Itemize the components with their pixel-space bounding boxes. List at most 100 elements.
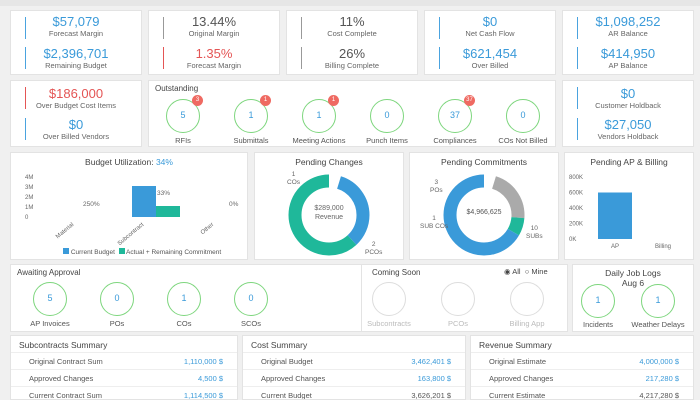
revenue-row-value-1[interactable]: 217,280 $ <box>645 374 679 383</box>
cost-row-value-0[interactable]: 3,462,401 $ <box>411 357 451 366</box>
outstanding-ring-3[interactable]: 0 <box>370 99 404 133</box>
coming-ring-1 <box>441 282 475 316</box>
changes-slice-0 <box>288 174 370 256</box>
over-billed-vendors-label: Over Billed Vendors <box>42 132 110 141</box>
net-cash-flow-label: Net Cash Flow <box>465 29 515 38</box>
log-ring-1[interactable]: 1 <box>641 284 675 318</box>
commit-pos-count: 3 <box>434 179 439 186</box>
subcontracts-row-label-1: Approved Changes <box>29 374 94 383</box>
cost-row-2: Current Budget 3,626,201 $ <box>243 386 465 400</box>
log-ring-0[interactable]: 1 <box>581 284 615 318</box>
daily-logs-panel: Daily Job Logs Aug 6 1 Incidents 1 Weather … <box>572 264 694 332</box>
net-cash-flow-value[interactable]: $0 <box>482 14 498 29</box>
commit-subs-label: SUBs <box>526 233 543 240</box>
revenue-title: Revenue Summary <box>479 340 552 350</box>
awaiting-label-2: COs <box>176 319 192 328</box>
outstanding-label-5: COs Not Billed <box>498 136 548 145</box>
revenue-row-label-2: Current Estimate <box>489 391 546 400</box>
cost-summary-panel: Cost Summary Original Budget 3,462,401 $ A… <box>242 335 466 400</box>
commit-subcos-count: 1 <box>432 215 436 222</box>
outstanding-badge-0: 3 <box>192 95 203 106</box>
outstanding-label-4: Compliances <box>433 136 477 145</box>
cost-row-1: Approved Changes 163,800 $ <box>243 369 465 387</box>
outstanding-ring-0[interactable]: 5 <box>166 99 200 133</box>
budget-x-tick-2: Other <box>200 222 215 236</box>
ap-y-tick-3: 200K <box>569 222 583 228</box>
awaiting-label-1: POs <box>109 319 125 328</box>
remaining-budget-value[interactable]: $2,396,701 <box>43 46 109 61</box>
budget-other-pct: 0% <box>229 201 239 208</box>
billing-complete-label: Billing Complete <box>324 61 380 70</box>
outstanding-ring-5[interactable]: 0 <box>506 99 540 133</box>
forecast-margin-value[interactable]: $57,079 <box>52 14 100 29</box>
forecast-margin-pct-value: 1.35% <box>195 46 233 61</box>
budget-left-pct: 250% <box>83 201 100 208</box>
subcontracts-row-value-1[interactable]: 4,500 $ <box>197 374 223 383</box>
revenue-row-label-0: Original Estimate <box>489 357 547 366</box>
pending-ap-chart: 800K 600K 400K 200K 0K AP Billing <box>569 175 671 250</box>
over-budget-value[interactable]: $186,000 <box>48 86 104 101</box>
changes-cos-count: 1 <box>291 171 296 178</box>
outstanding-label-2: Meeting Actions <box>292 136 346 145</box>
over-billed-label: Over Billed <box>471 61 509 70</box>
cost-row-value-1[interactable]: 163,800 $ <box>417 374 451 383</box>
radio-mine[interactable]: ○ Mine <box>524 267 548 276</box>
outstanding-ring-2[interactable]: 1 <box>302 99 336 133</box>
ap-balance-value[interactable]: $414,950 <box>600 46 656 61</box>
balance-panel: $1,098,252 AR Balance $414,950 AP Balance <box>562 10 694 75</box>
cost-row-label-1: Approved Changes <box>261 374 326 383</box>
revenue-row-value-0[interactable]: 4,000,000 $ <box>639 357 679 366</box>
awaiting-ring-1[interactable]: 0 <box>100 282 134 316</box>
cost-title: Cost Summary <box>251 340 308 350</box>
revenue-row-0: Original Estimate 4,000,000 $ <box>471 352 693 370</box>
vendors-holdback-value[interactable]: $27,050 <box>604 117 652 132</box>
daily-logs-title: Daily Job Logs <box>605 268 661 278</box>
holdback-panel: $0 Customer Holdback $27,050 Vendors Holdb… <box>562 80 694 147</box>
outstanding-ring-1[interactable]: 1 <box>234 99 268 133</box>
top-bar <box>0 0 700 6</box>
awaiting-ring-0[interactable]: 5 <box>33 282 67 316</box>
budget-util-pct: 34% <box>155 157 173 167</box>
revenue-row-value-2[interactable]: 4,217,280 $ <box>639 391 679 400</box>
customer-holdback-label: Customer Holdback <box>595 101 661 110</box>
daily-logs-date[interactable]: Aug 6 <box>621 278 645 288</box>
outstanding-ring-4[interactable]: 37 <box>438 99 472 133</box>
pending-changes-donut[interactable] <box>255 153 403 259</box>
revenue-row-label-1: Approved Changes <box>489 374 554 383</box>
ap-y-tick-4: 0K <box>569 237 576 243</box>
pending-commitments-donut[interactable] <box>410 153 558 259</box>
pending-commitments-title: Pending Commitments <box>441 157 527 167</box>
commit-slice-2 <box>443 174 525 256</box>
ap-bar-0 <box>598 192 632 239</box>
subcontracts-row-value-0[interactable]: 1,110,000 $ <box>183 357 223 366</box>
budget-x-tick-0: Material <box>55 222 75 240</box>
over-billed-vendors-value[interactable]: $0 <box>68 117 84 132</box>
subcontracts-row-value-2[interactable]: 1,114,500 $ <box>183 391 223 400</box>
commit-subcos-label: SUB COs <box>420 223 449 230</box>
ar-balance-value[interactable]: $1,098,252 <box>595 14 661 29</box>
customer-holdback-value[interactable]: $0 <box>620 86 636 101</box>
coming-soon-panel: Coming Soon ◉ All ○ Mine Subcontracts PCO… <box>362 264 568 332</box>
over-billed-value[interactable]: $621,454 <box>462 46 518 61</box>
ap-y-tick-2: 400K <box>569 206 583 212</box>
budget-bar-subcontract-1 <box>156 206 180 217</box>
billing-complete-value: 26% <box>338 46 366 61</box>
awaiting-title: Awaiting Approval <box>17 268 81 277</box>
cash-panel: $0 Net Cash Flow $621,454 Over Billed <box>424 10 556 75</box>
budget-x-tick-1: Subcontract <box>117 222 146 247</box>
commit-slice-0 <box>443 174 525 256</box>
changes-pcos-label: PCOs <box>365 249 383 256</box>
ap-x-tick-1: Billing <box>655 244 671 250</box>
budget-utilization-chart: 4M 3M 2M 1M 0 Material Subcontract Other <box>25 175 215 247</box>
remaining-budget-label: Remaining Budget <box>45 61 107 70</box>
commit-subs-count: 10 <box>530 225 538 232</box>
cost-row-value-2[interactable]: 3,626,201 $ <box>411 391 451 400</box>
awaiting-ring-3[interactable]: 0 <box>234 282 268 316</box>
subcontracts-row-0: Original Contract Sum 1,110,000 $ <box>11 352 237 370</box>
cost-complete-label: Cost Complete <box>327 29 377 38</box>
pending-commitments-panel: Pending Commitments $4,966,625 3 POs 1 SUB… <box>409 152 559 260</box>
awaiting-ring-2[interactable]: 1 <box>167 282 201 316</box>
radio-all[interactable]: ◉ All <box>504 267 521 276</box>
subcontracts-row-2: Current Contract Sum 1,114,500 $ <box>11 386 237 400</box>
budget-util-title: Budget Utilization: <box>85 157 154 167</box>
